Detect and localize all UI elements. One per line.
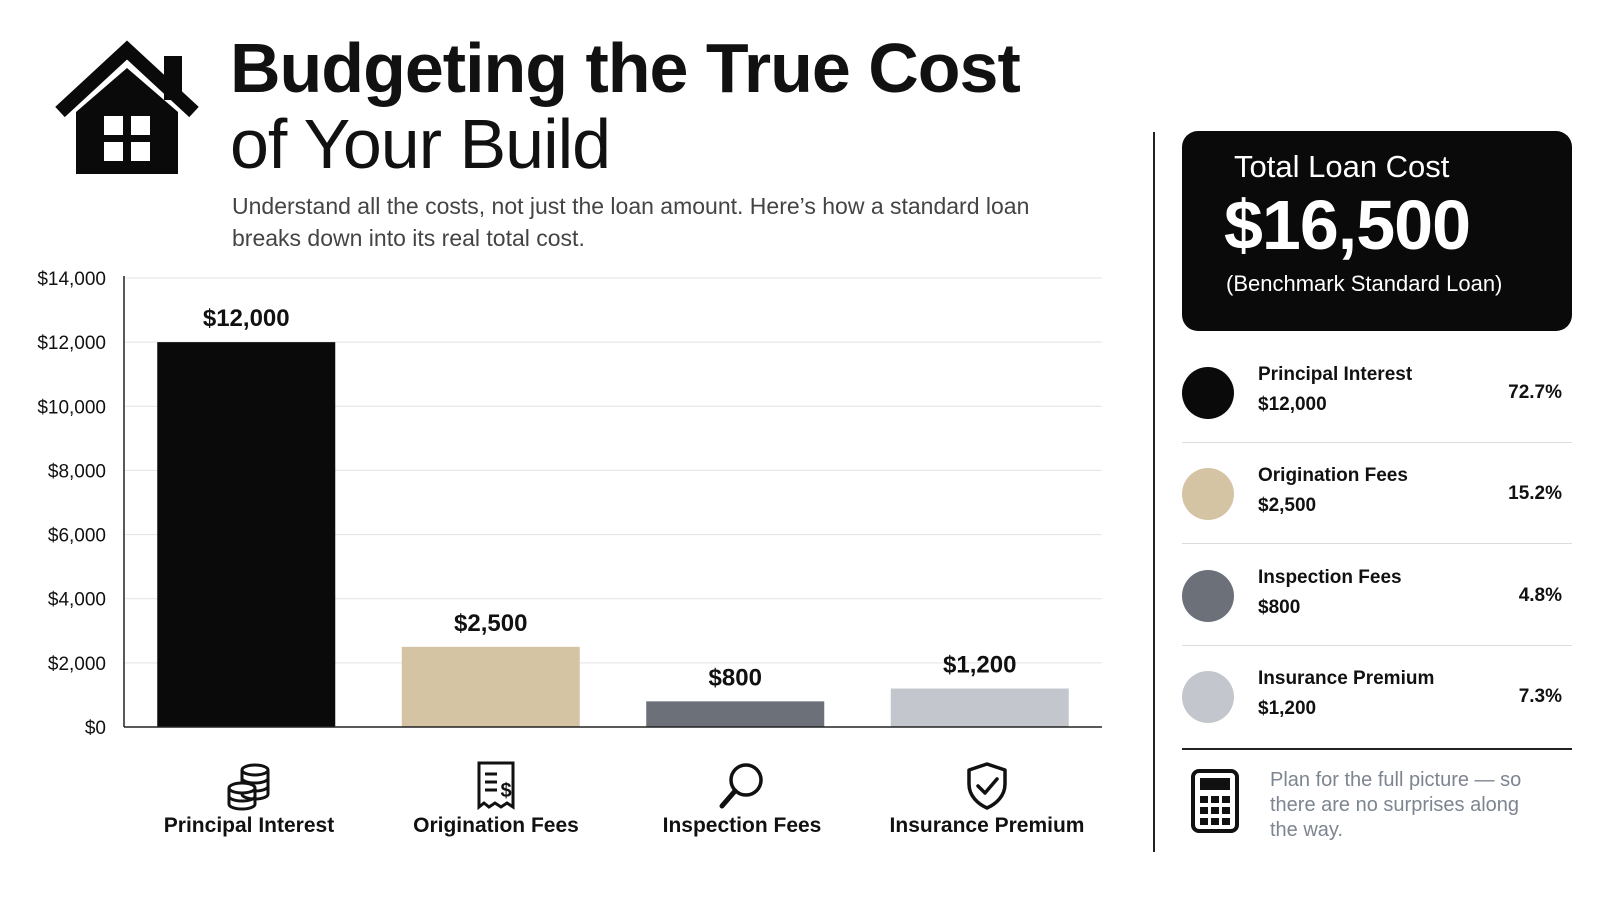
y-tick-label: $12,000: [37, 333, 106, 354]
svg-text:$: $: [500, 780, 511, 802]
category-label: Insurance Premium: [889, 814, 1085, 837]
bar-principal-interest: [157, 342, 336, 727]
page-title-line2: of Your Build: [230, 105, 611, 183]
legend-swatch: [1182, 367, 1234, 419]
page-subtitle: Understand all the costs, not just the l…: [232, 193, 1030, 251]
y-tick-label: $10,000: [37, 397, 106, 418]
total-cost-label: Total Loan Cost: [1234, 149, 1450, 184]
legend-item-amount: $1,200: [1258, 698, 1317, 719]
y-tick-label: $4,000: [48, 590, 106, 611]
legend-item-name: Principal Interest: [1258, 364, 1413, 385]
bar-value-label: $800: [709, 664, 762, 691]
bar-value-label: $1,200: [943, 652, 1016, 679]
total-cost-note: (Benchmark Standard Loan): [1226, 271, 1503, 296]
shield-check-icon: [967, 762, 1007, 810]
y-tick-label: $0: [85, 718, 106, 739]
magnifier-icon: [719, 763, 763, 809]
category-label: Inspection Fees: [662, 814, 822, 837]
chart-value-labels: $12,000 $2,500 $800 $1,200: [203, 305, 1017, 691]
legend-item-amount: $800: [1258, 597, 1301, 618]
category-label: Principal Interest: [163, 814, 335, 837]
legend-item-origination-fees: Origination Fees $2,500 15.2%: [1182, 443, 1572, 544]
house-icon: [55, 40, 199, 174]
legend-divider: [1182, 748, 1572, 750]
legend-swatch: [1182, 468, 1234, 520]
y-tick-label: $2,000: [48, 654, 106, 675]
category-origination-fees: $ Origination Fees: [376, 760, 616, 838]
category-principal-interest: Principal Interest: [129, 760, 369, 838]
invoice-icon: $: [477, 761, 515, 811]
panel-divider: [1153, 132, 1155, 852]
legend-item-amount: $12,000: [1258, 394, 1327, 415]
legend-swatch: [1182, 671, 1234, 723]
legend-item-amount: $2,500: [1258, 495, 1317, 516]
chart-bars: [157, 342, 1069, 727]
y-tick-label: $6,000: [48, 526, 106, 547]
y-tick-label: $14,000: [37, 269, 106, 290]
bar-chart: $0 $2,000 $4,000 $6,000 $8,000 $10,000 $12,000…: [37, 269, 1102, 739]
y-tick-label: $8,000: [48, 461, 106, 482]
bar-value-label: $12,000: [203, 305, 290, 332]
y-axis-ticks: $0 $2,000 $4,000 $6,000 $8,000 $10,000 $12,000…: [37, 269, 106, 739]
legend-item-insurance-premium: Insurance Premium $1,200 7.3%: [1182, 646, 1572, 746]
category-insurance-premium: Insurance Premium: [867, 760, 1107, 838]
bar-origination-fees: [401, 646, 580, 727]
legend-item-percent: 4.8%: [1518, 585, 1562, 606]
footer-note: Plan for the full picture — so there are…: [1270, 769, 1522, 841]
legend-item-principal-interest: Principal Interest $12,000 72.7%: [1182, 342, 1572, 443]
legend-swatch: [1182, 570, 1234, 622]
total-cost-card: Total Loan Cost $16,500 (Benchmark Stand…: [1182, 131, 1572, 331]
legend-item-name: Origination Fees: [1258, 465, 1408, 486]
legend-item-inspection-fees: Inspection Fees $800 4.8%: [1182, 545, 1572, 646]
coin-stack-icon: [227, 763, 270, 811]
calculator-icon: [1191, 769, 1239, 833]
category-inspection-fees: Inspection Fees: [622, 760, 862, 838]
bar-inspection-fees: [646, 701, 825, 727]
legend-item-percent: 72.7%: [1508, 382, 1562, 403]
bar-value-label: $2,500: [454, 610, 527, 637]
legend-item-percent: 15.2%: [1508, 483, 1562, 504]
legend-item-name: Insurance Premium: [1258, 668, 1435, 689]
legend-item-percent: 7.3%: [1518, 686, 1562, 707]
bar-insurance-premium: [890, 688, 1069, 727]
total-cost-value: $16,500: [1224, 186, 1471, 264]
page-title: Budgeting the True Cost: [230, 29, 1021, 107]
legend-item-name: Inspection Fees: [1258, 567, 1402, 588]
category-label: Origination Fees: [413, 814, 579, 837]
